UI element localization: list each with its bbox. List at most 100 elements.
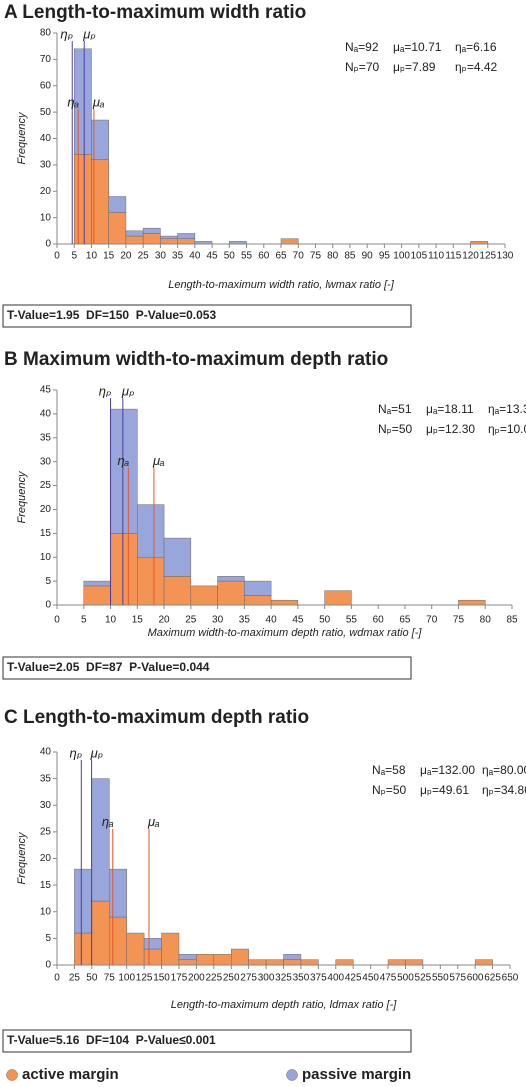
stat-line-label: ηₚ	[60, 26, 73, 41]
bar	[91, 778, 110, 902]
y-tick-label: 0	[45, 960, 51, 971]
bar	[217, 580, 245, 606]
y-axis-label: Frequency	[16, 111, 28, 164]
x-tick-label: 600	[467, 973, 484, 984]
bar	[143, 938, 162, 950]
x-tick-label: 75	[453, 615, 465, 626]
legend-swatch	[286, 1069, 298, 1081]
x-tick-label: 25	[185, 615, 197, 626]
x-tick-label: 20	[158, 615, 170, 626]
y-tick-label: 20	[40, 504, 52, 515]
bar	[265, 959, 284, 966]
x-tick-label: 150	[153, 973, 170, 984]
x-tick-label: 40	[266, 615, 278, 626]
bar	[177, 238, 196, 245]
x-tick-label: 75	[104, 973, 116, 984]
x-tick-label: 95	[379, 251, 391, 262]
legend-swatch	[6, 1069, 18, 1081]
x-tick-label: 500	[397, 973, 414, 984]
x-tick-label: 110	[428, 251, 444, 262]
y-tick-label: 0	[45, 239, 51, 250]
x-axis-label: Maximum width-to-maximum depth ratio, wd…	[148, 627, 423, 639]
x-tick-label: 115	[445, 251, 461, 262]
x-tick-label: 650	[502, 973, 519, 984]
test-result: T-Value=1.95 DF=150 P-Value=0.053	[7, 308, 216, 322]
x-tick-label: 100	[393, 251, 410, 262]
stats-text: μₚ=7.89	[393, 60, 436, 74]
bar	[230, 948, 249, 966]
stats-text: ηₐ=80.00	[482, 763, 526, 777]
bar	[125, 230, 144, 237]
x-tick-label: 275	[240, 973, 257, 984]
bar	[280, 238, 299, 245]
x-tick-label: 80	[480, 615, 492, 626]
y-tick-label: 35	[40, 432, 52, 443]
stats-text: Nₚ=50	[378, 422, 412, 436]
x-tick-label: 0	[54, 615, 60, 626]
y-tick-label: 25	[40, 480, 52, 491]
x-tick-label: 5	[81, 615, 87, 626]
y-tick-label: 40	[40, 409, 52, 420]
x-tick-label: 225	[205, 973, 222, 984]
y-tick-label: 15	[40, 880, 52, 891]
bar	[248, 959, 267, 966]
bar	[300, 959, 319, 966]
y-tick-label: 40	[40, 747, 52, 758]
stat-line-label: ηₚ	[99, 383, 112, 398]
bar	[161, 932, 180, 966]
stat-line-label: μₚ	[90, 745, 104, 760]
test-box	[2, 1029, 412, 1053]
chart-title: A Length-to-maximum width ratio	[4, 2, 306, 23]
x-tick-label: 125	[136, 973, 153, 984]
bar	[110, 533, 138, 606]
x-tick-label: 475	[380, 973, 397, 984]
x-tick-label: 325	[275, 973, 292, 984]
x-tick-label: 50	[224, 251, 236, 262]
y-tick-label: 10	[40, 906, 52, 917]
x-tick-label: 350	[293, 973, 310, 984]
x-tick-label: 575	[449, 973, 466, 984]
bar	[178, 959, 197, 966]
x-axis-label: Length-to-maximum depth ratio, ldmax rat…	[171, 999, 398, 1011]
stats-text: Nₚ=50	[372, 783, 406, 797]
x-tick-label: 45	[292, 615, 304, 626]
bar	[137, 556, 165, 606]
x-tick-label: 0	[54, 251, 60, 262]
x-tick-label: 75	[310, 251, 322, 262]
legend-label: active margin	[22, 1066, 119, 1083]
x-tick-label: 45	[207, 251, 219, 262]
legend-label: passive margin	[302, 1066, 411, 1083]
bar	[109, 868, 127, 918]
x-tick-label: 15	[103, 251, 115, 262]
x-tick-label: 15	[132, 615, 144, 626]
stats-text: ηₐ=6.16	[455, 40, 497, 54]
stat-line-label: μₐ	[152, 453, 165, 468]
y-tick-label: 30	[40, 800, 52, 811]
bar	[190, 585, 218, 606]
y-tick-label: 80	[40, 28, 52, 39]
x-tick-label: 35	[172, 251, 184, 262]
y-tick-label: 10	[40, 552, 52, 563]
x-tick-label: 625	[484, 973, 501, 984]
bar	[91, 119, 109, 160]
x-tick-label: 525	[415, 973, 432, 984]
bar	[335, 959, 354, 966]
test-result: T-Value=5.16 DF=104 P-Value≤0.001	[7, 1033, 216, 1047]
stat-line-label: ηₚ	[69, 745, 82, 760]
x-tick-label: 60	[258, 251, 270, 262]
stat-line-label: μₚ	[121, 383, 135, 398]
x-tick-label: 60	[373, 615, 385, 626]
bar	[110, 408, 138, 534]
bar	[244, 595, 272, 606]
y-axis-label: Frequency	[16, 831, 28, 884]
x-tick-label: 70	[426, 615, 438, 626]
x-tick-label: 30	[155, 251, 167, 262]
x-tick-label: 425	[345, 973, 362, 984]
bar	[213, 954, 232, 966]
bar	[83, 580, 111, 587]
bar	[405, 959, 424, 966]
x-tick-label: 30	[212, 615, 224, 626]
stat-line-label: μₐ	[147, 814, 160, 829]
x-tick-label: 0	[54, 973, 60, 984]
